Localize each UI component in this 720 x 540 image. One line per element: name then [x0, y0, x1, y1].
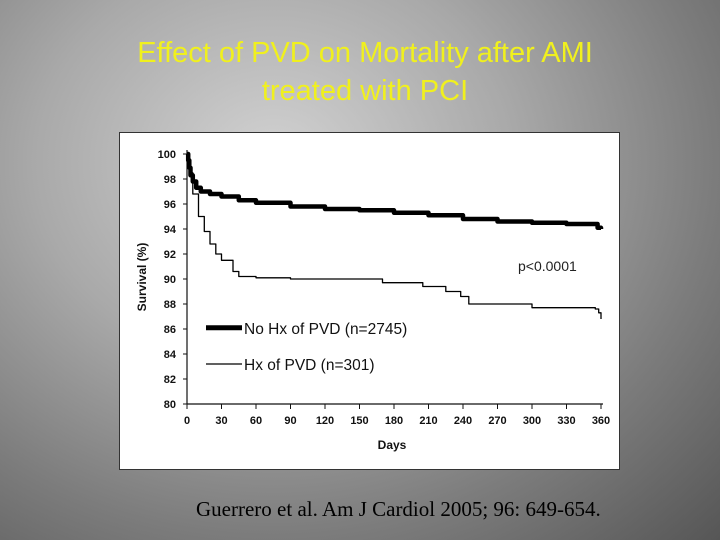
slide-title: Effect of PVD on Mortality after AMI tre…: [40, 34, 690, 110]
x-tick-label: 300: [523, 415, 541, 427]
x-tick-label: 180: [385, 415, 403, 427]
ticks: 80 82 84 86 88 90 92 94 96 98 100 0 30 60 90 120 150 180 2…: [158, 149, 611, 427]
slide-title-line-1: Effect of PVD on Mortality after AMI: [137, 37, 593, 69]
y-tick-label: 80: [164, 399, 176, 411]
y-tick-label: 86: [164, 324, 176, 336]
citation: Guerrero et al. Am J Cardiol 2005; 96: 6…: [196, 497, 601, 521]
chart-frame: 80 82 84 86 88 90 92 94 96 98 100 0 30 60 90 120 150 180 2…: [119, 132, 620, 470]
y-tick-label: 96: [164, 199, 176, 211]
y-tick-label: 94: [164, 224, 177, 236]
x-tick-label: 90: [284, 415, 296, 427]
y-axis-label: Survival (%): [135, 243, 149, 312]
x-tick-label: 210: [419, 415, 437, 427]
survival-chart: 80 82 84 86 88 90 92 94 96 98 100 0 30 60 90 120 150 180 2…: [135, 149, 611, 452]
legend: No Hx of PVD (n=2745) Hx of PVD (n=301): [206, 321, 407, 374]
y-tick-label: 88: [164, 299, 176, 311]
x-tick-label: 60: [250, 415, 262, 427]
y-tick-label: 84: [164, 349, 177, 361]
x-axis-label: Days: [378, 438, 407, 452]
x-tick-label: 240: [454, 415, 472, 427]
y-tick-label: 98: [164, 174, 176, 186]
x-tick-label: 150: [350, 415, 368, 427]
y-tick-label: 100: [158, 149, 176, 161]
series-line-no-pvd: [185, 151, 604, 231]
x-tick-label: 270: [488, 415, 506, 427]
x-tick-label: 0: [184, 415, 190, 427]
y-tick-label: 90: [164, 274, 176, 286]
p-value-annotation: p<0.0001: [518, 258, 577, 274]
legend-label: Hx of PVD (n=301): [244, 357, 375, 374]
legend-label: No Hx of PVD (n=2745): [244, 321, 407, 338]
x-tick-label: 30: [215, 415, 227, 427]
series-lines: [185, 151, 604, 319]
x-tick-label: 360: [592, 415, 610, 427]
y-tick-label: 82: [164, 374, 176, 386]
series-line-pvd: [187, 153, 602, 319]
x-tick-label: 330: [557, 415, 575, 427]
x-tick-label: 120: [316, 415, 334, 427]
slide-title-line-2: treated with PCI: [261, 75, 469, 107]
y-tick-label: 92: [164, 249, 176, 261]
